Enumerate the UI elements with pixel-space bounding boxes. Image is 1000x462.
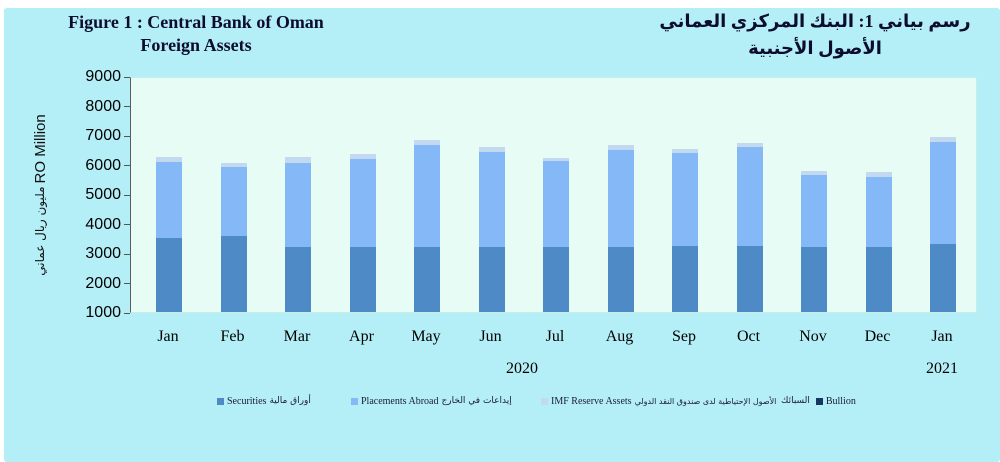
bar-segment-placements-abroad xyxy=(672,153,698,247)
bar-segment-securities xyxy=(414,246,440,312)
y-tick-mark xyxy=(124,106,130,107)
y-tick-mark xyxy=(124,253,130,255)
bar-segment-placements-abroad xyxy=(543,160,569,247)
y-tick-mark xyxy=(124,76,130,78)
legend-label-arabic: إيداعات في الخارج xyxy=(441,396,512,406)
legend-swatch-imf-reserve-assets xyxy=(541,397,548,405)
figure-title-english: Figure 1 : Central Bank of Oman Foreign … xyxy=(28,11,364,57)
year-label-2020: 2020 xyxy=(506,360,538,377)
y-tick-mark xyxy=(124,194,130,196)
legend-label-arabic: السبائك xyxy=(781,396,810,406)
bar-segment-imf-reserve-assets xyxy=(156,156,182,163)
bar-segment-imf-reserve-assets xyxy=(543,157,569,161)
x-month-label: Jan xyxy=(931,328,953,345)
bar-segment-imf-reserve-assets xyxy=(801,171,827,176)
y-tick-label: 8000 xyxy=(85,97,121,115)
x-month-label: Jul xyxy=(545,328,565,345)
bar-segment-securities xyxy=(736,246,763,312)
legend-item-placements-abroad: Placements Abroad إيداعات في الخارج xyxy=(348,394,515,408)
x-month-label: Mar xyxy=(283,328,311,345)
figure-title-arabic-line1: رسم بياني 1: البنك المركزي العماني xyxy=(659,11,971,31)
y-tick-label: 1000 xyxy=(85,304,121,321)
legend-item-bullion: السبائك Bullion xyxy=(778,394,856,408)
x-month-label: Jan xyxy=(157,328,179,345)
bar-segment-placements-abroad xyxy=(865,176,892,247)
y-tick-label: 4000 xyxy=(85,215,121,233)
legend-label-arabic: أوراق مالية xyxy=(269,396,311,406)
bar-segment-securities xyxy=(543,246,569,312)
legend-label-english: Bullion xyxy=(825,395,856,407)
bar-segment-imf-reserve-assets xyxy=(736,142,763,148)
bar-segment-securities xyxy=(349,246,376,312)
bar-segment-placements-abroad xyxy=(478,151,505,248)
y-tick-label: 6000 xyxy=(85,156,121,174)
bar-segment-imf-reserve-assets xyxy=(930,136,956,142)
bar-segment-securities xyxy=(801,246,827,312)
bar-segment-placements-abroad xyxy=(607,150,634,247)
bar-segment-securities xyxy=(607,246,634,312)
bar-segment-placements-abroad xyxy=(930,141,956,244)
bar-segment-imf-reserve-assets xyxy=(285,157,311,163)
figure-title-arabic-line2: الأصول الأجنبية xyxy=(748,38,882,58)
bar-segment-placements-abroad xyxy=(156,162,182,238)
x-month-label: Oct xyxy=(736,328,761,345)
legend-label-english: Securities xyxy=(227,395,267,407)
x-month-label: Aug xyxy=(605,328,634,345)
bar-segment-securities xyxy=(865,246,892,312)
legend-label-arabic: الأصول الإحتياطية لدى صندوق النقد الدولي xyxy=(634,396,777,406)
legend-item-securities: Securities أوراق مالية xyxy=(214,394,314,408)
bar-segment-imf-reserve-assets xyxy=(607,145,634,151)
y-tick-mark xyxy=(124,224,130,225)
legend-swatch-securities xyxy=(217,397,224,405)
x-month-label: Nov xyxy=(799,328,827,345)
bar-segment-placements-abroad xyxy=(736,147,763,247)
bar-segment-imf-reserve-assets xyxy=(478,147,505,152)
figure-title-english-line2: Foreign Assets xyxy=(140,35,252,55)
bar-segment-securities xyxy=(285,246,311,312)
x-month-label: Feb xyxy=(220,328,245,345)
bar-segment-placements-abroad xyxy=(220,166,247,237)
bar-segment-placements-abroad xyxy=(285,162,311,247)
y-tick-label: 7000 xyxy=(85,127,121,144)
y-tick-mark xyxy=(124,165,130,166)
figure-title-arabic: رسم بياني 1: البنك المركزي العماني الأصو… xyxy=(645,8,985,62)
bar-segment-securities xyxy=(220,236,247,312)
bar-segment-imf-reserve-assets xyxy=(414,140,440,146)
x-month-label: Sep xyxy=(672,328,696,345)
y-tick-mark xyxy=(124,283,130,284)
x-month-label: Dec xyxy=(864,328,891,345)
bar-segment-placements-abroad xyxy=(349,159,376,247)
year-label-2021: 2021 xyxy=(926,360,958,377)
bar-segment-imf-reserve-assets xyxy=(672,149,698,154)
y-tick-label: 2000 xyxy=(85,274,121,292)
y-tick-label: 9000 xyxy=(85,68,121,85)
bar-segment-securities xyxy=(672,246,698,312)
bar-segment-placements-abroad xyxy=(801,175,827,247)
legend-swatch-bullion xyxy=(815,397,823,405)
bar-segment-imf-reserve-assets xyxy=(865,171,892,177)
bar-segment-imf-reserve-assets xyxy=(220,162,247,167)
bar-segment-securities xyxy=(478,247,505,312)
y-tick-mark xyxy=(124,135,130,137)
x-month-label: Jun xyxy=(479,328,502,345)
bar-segment-placements-abroad xyxy=(414,145,440,247)
plot-area xyxy=(130,77,977,313)
legend-label-english: Placements Abroad xyxy=(361,395,439,407)
bar-segment-imf-reserve-assets xyxy=(349,154,376,160)
legend-label-english: IMF Reserve Assets xyxy=(551,395,632,407)
bar-segment-securities xyxy=(930,243,956,312)
bar-segment-securities xyxy=(156,237,182,312)
legend-item-imf-reserve-assets: IMF Reserve Assets الأصول الإحتياطية لدى … xyxy=(538,394,779,408)
x-month-label: May xyxy=(411,328,441,345)
y-tick-mark xyxy=(124,312,130,314)
y-tick-label: 3000 xyxy=(85,245,121,262)
x-month-label: Apr xyxy=(349,328,374,345)
legend-swatch-placements-abroad xyxy=(351,397,358,405)
figure-title-english-line1: Figure 1 : Central Bank of Oman xyxy=(68,12,324,32)
y-tick-label: 5000 xyxy=(85,186,121,203)
